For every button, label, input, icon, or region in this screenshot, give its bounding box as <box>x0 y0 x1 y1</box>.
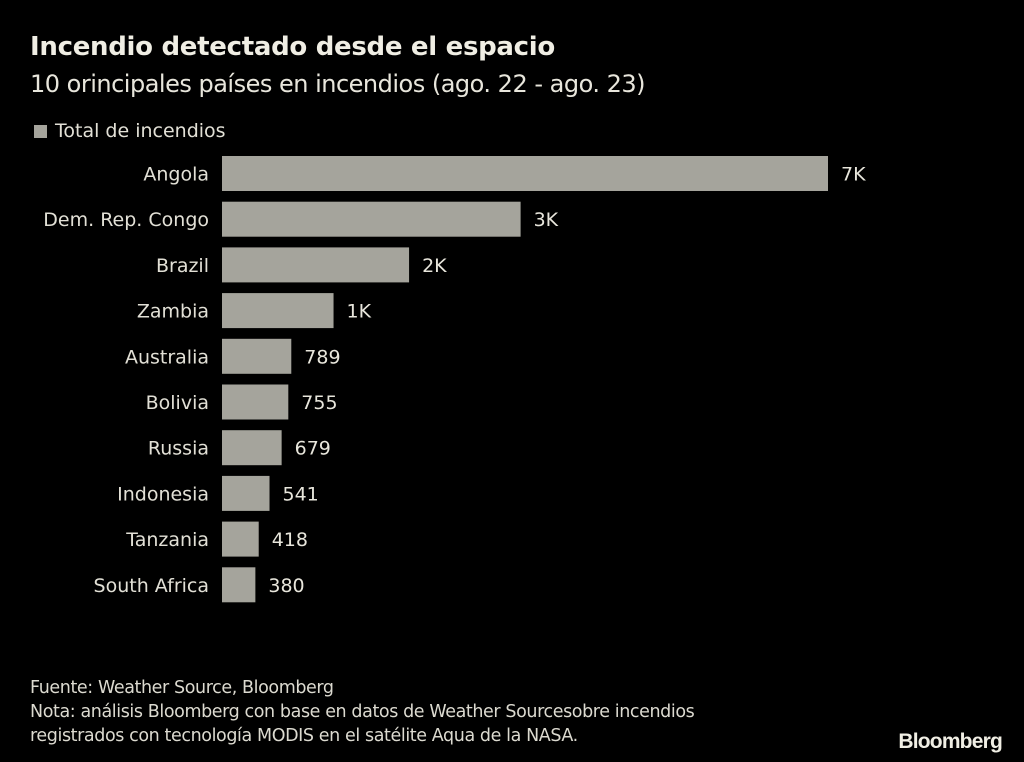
bar <box>222 201 521 237</box>
category-label: Zambia <box>137 301 209 323</box>
bar <box>222 567 256 603</box>
category-label: Australia <box>125 346 209 368</box>
bloomberg-logo: Bloomberg <box>898 730 1002 753</box>
category-label: Angola <box>143 164 209 186</box>
bar <box>222 384 289 420</box>
category-label: South Africa <box>94 575 209 597</box>
bar <box>222 430 282 466</box>
legend-swatch <box>34 124 47 138</box>
category-label: Bolivia <box>146 392 209 414</box>
source-text: Fuente: Weather Source, Bloomberg <box>30 678 334 698</box>
value-label: 2K <box>422 255 447 277</box>
bar <box>222 338 292 374</box>
bar-chart: Angola 7K Dem. Rep. Congo 3K Brazil 2K Zambia 1… <box>43 156 866 603</box>
category-label: Dem. Rep. Congo <box>43 209 209 231</box>
note-text-line1: Nota: análisis Bloomberg con base en dat… <box>30 702 695 722</box>
value-label: 755 <box>301 392 337 414</box>
value-label: 541 <box>283 483 319 505</box>
bar <box>222 293 334 329</box>
category-label: Brazil <box>156 255 209 277</box>
bar <box>222 521 259 557</box>
bar <box>222 247 410 283</box>
value-label: 789 <box>304 346 340 368</box>
chart-subtitle: 10 orincipales países en incendios (ago.… <box>30 70 646 98</box>
note-text-line2: registrados con tecnología MODIS en el s… <box>30 726 578 746</box>
bar <box>222 475 270 511</box>
value-label: 679 <box>295 438 331 460</box>
category-label: Tanzania <box>125 529 209 551</box>
category-label: Indonesia <box>117 483 209 505</box>
footer: Fuente: Weather Source, Bloomberg Nota: … <box>30 676 695 748</box>
value-label: 380 <box>268 575 304 597</box>
legend-label: Total de incendios <box>55 120 226 142</box>
value-label: 3K <box>534 209 559 231</box>
bar <box>222 156 828 191</box>
value-label: 1K <box>347 301 372 323</box>
chart-title: Incendio detectado desde el espacio <box>30 32 555 62</box>
value-label: 7K <box>841 164 866 186</box>
value-label: 418 <box>272 529 308 551</box>
legend: Total de incendios <box>34 120 226 142</box>
category-label: Russia <box>148 438 209 460</box>
